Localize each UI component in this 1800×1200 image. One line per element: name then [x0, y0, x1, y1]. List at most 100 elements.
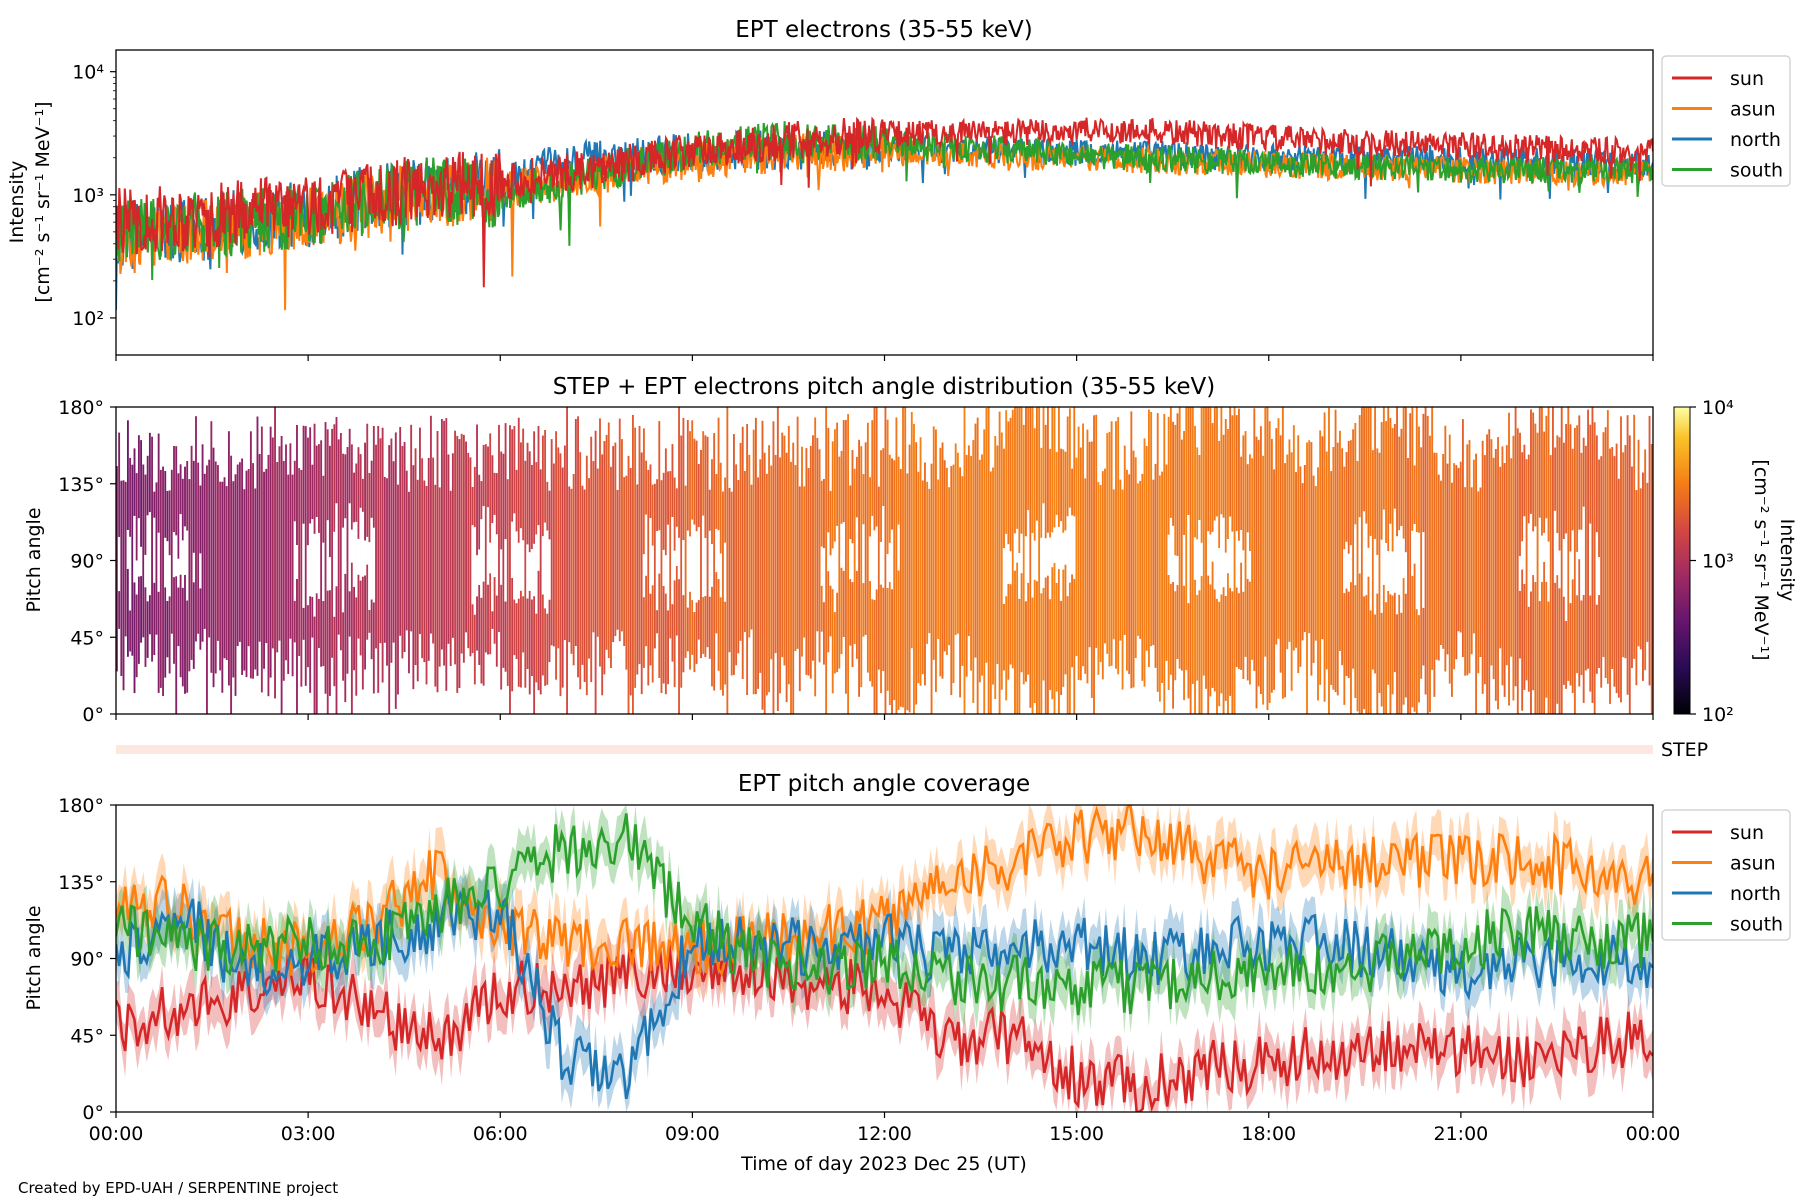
heatmap-column	[974, 423, 977, 658]
heatmap-column	[1303, 465, 1306, 632]
heatmap-column	[1297, 435, 1300, 674]
heatmap-column	[1356, 461, 1359, 712]
heatmap-column	[223, 477, 226, 659]
heatmap-column	[559, 453, 562, 697]
heatmap-column	[289, 443, 292, 639]
heatmap-column	[476, 424, 478, 651]
heatmap-column	[502, 453, 505, 668]
heatmap-column	[410, 424, 413, 632]
heatmap-column	[1435, 452, 1438, 660]
panel1-y-ticks: 10² 10³ 10⁴	[72, 62, 116, 330]
heatmap-column	[847, 414, 850, 714]
heatmap-gap	[480, 519, 483, 598]
heatmap-column	[970, 456, 972, 671]
heatmap-gap	[829, 555, 833, 586]
legend-label-south: south	[1730, 160, 1783, 182]
panel2-plot-area	[116, 407, 1653, 714]
heatmap-column	[1121, 489, 1124, 690]
heatmap-column	[423, 480, 426, 663]
heatmap-column	[184, 466, 186, 694]
heatmap-column	[142, 464, 145, 638]
heatmap-column	[1312, 475, 1315, 663]
heatmap-column	[1448, 434, 1451, 684]
heatmap-column	[1552, 407, 1554, 714]
heatmap-column	[1259, 426, 1262, 694]
heatmap-column	[1437, 474, 1440, 661]
heatmap-column	[1011, 409, 1014, 669]
heatmap-column	[320, 440, 323, 667]
heatmap-gap	[168, 555, 172, 597]
heatmap-column	[1161, 471, 1164, 683]
heatmap-column	[225, 486, 228, 660]
heatmap-column	[412, 465, 415, 690]
heatmap-column	[680, 435, 683, 688]
heatmap-gap	[1395, 536, 1399, 615]
band-south	[116, 805, 1653, 1036]
heatmap-gap	[651, 545, 655, 586]
x-tick-label: 09:00	[665, 1123, 720, 1145]
y-tick-label: 45°	[70, 627, 104, 649]
heatmap-column	[1154, 463, 1157, 668]
heatmap-gap	[868, 536, 872, 582]
heatmap-column	[1378, 452, 1381, 693]
heatmap-column	[807, 468, 810, 676]
heatmap-gap	[295, 545, 299, 579]
heatmap-column	[1620, 416, 1622, 703]
legend-label-south: south	[1730, 914, 1783, 936]
heatmap-gap	[370, 517, 374, 600]
heatmap-column	[866, 422, 869, 673]
heatmap-column	[1426, 415, 1429, 714]
heatmap-column	[739, 442, 742, 641]
heatmap-gap	[1015, 528, 1019, 563]
heatmap-gap	[1068, 507, 1072, 583]
heatmap-column	[910, 412, 913, 649]
heatmap-column	[976, 417, 979, 714]
heatmap-column	[1156, 413, 1159, 692]
heatmap-column	[1277, 418, 1280, 639]
heatmap-gap	[322, 542, 325, 601]
heatmap-column	[509, 425, 511, 714]
heatmap-column	[1637, 439, 1640, 647]
heatmap-column	[930, 463, 933, 714]
legend-label-asun: asun	[1730, 99, 1776, 121]
heatmap-column	[236, 464, 239, 647]
heatmap-gap	[1176, 555, 1180, 586]
heatmap-gap	[199, 553, 202, 589]
heatmap-column	[1646, 482, 1649, 642]
heatmap-column	[1567, 407, 1570, 681]
panel-intensity: EPT electrons (35-55 keV) 10² 10³ 10⁴ Inte…	[6, 17, 1791, 361]
heatmap-gap	[372, 527, 376, 603]
heatmap-column	[258, 454, 261, 642]
heatmap-column	[159, 469, 162, 688]
heatmap-column	[636, 484, 639, 675]
heatmap-column	[1543, 431, 1546, 714]
panel2-x-ticks	[115, 714, 1654, 720]
heatmap-column	[287, 474, 290, 674]
heatmap-column	[392, 461, 395, 643]
y-tick-label: 90°	[70, 949, 104, 971]
heatmap-gap	[1527, 523, 1531, 607]
heatmap-gap	[822, 548, 826, 603]
heatmap-column	[249, 431, 252, 679]
heatmap-column	[952, 464, 955, 684]
heatmap-gap	[1211, 531, 1215, 562]
heatmap-column	[783, 435, 786, 666]
heatmap-column	[524, 460, 527, 688]
heatmap-column	[1038, 407, 1041, 714]
heatmap-column	[1622, 452, 1625, 658]
heatmap-gap	[328, 557, 332, 591]
heatmap-column	[1461, 419, 1464, 657]
heatmap-gap	[1193, 537, 1197, 580]
panel-pitch-distribution: STEP + EPT electrons pitch angle distrib…	[23, 374, 1798, 726]
heatmap-gap	[842, 522, 846, 571]
heatmap-column	[1275, 428, 1278, 645]
heatmap-column	[1108, 431, 1111, 667]
heatmap-column	[1022, 424, 1025, 685]
heatmap-column	[706, 436, 709, 648]
heatmap-gap	[357, 538, 361, 575]
heatmap-gap	[166, 541, 169, 601]
panel1-title: EPT electrons (35-55 keV)	[735, 17, 1032, 43]
heatmap-column	[449, 490, 452, 666]
heatmap-column	[1273, 469, 1276, 690]
heatmap-column	[1330, 471, 1333, 685]
